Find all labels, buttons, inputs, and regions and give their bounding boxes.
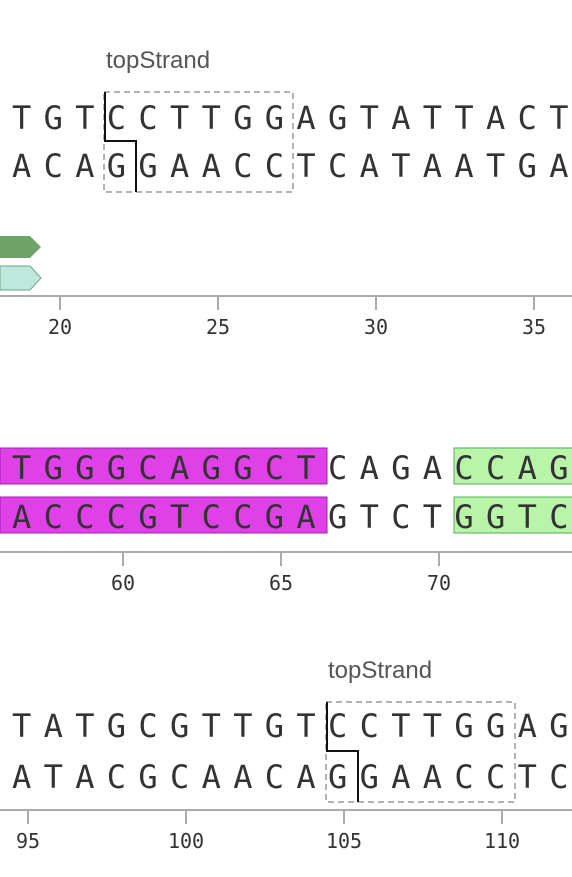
axis-tick-label: 105 [326,829,362,853]
feature-green-top[interactable] [453,447,572,485]
cut-site-marker [326,702,359,802]
sequence-row-1: topStrand TGTCCTTGGAGTATTACT ACAGGAACCTC… [0,47,572,339]
sequence-row-2: TGGGCAGGCTCAGACCAG ACCCGTCCGAGTCTGGTC 60… [0,447,572,595]
cut-site-marker [104,92,137,192]
axis-tick-label: 95 [16,829,40,853]
axis-tick-label: 100 [168,829,204,853]
cut-site-box [103,91,294,193]
axis-ticks: 60 65 70 [111,552,451,595]
axis-tick-label: 25 [206,315,230,339]
bottom-strand: ACAGGAACCTCATAATGA [12,147,568,185]
cut-site-label: topStrand [328,657,432,684]
feature-arrow-dark-green[interactable] [0,236,41,258]
axis-tick-label: 20 [48,315,72,339]
feature-green-bottom[interactable] [453,496,572,534]
top-strand: TGTCCTTGGAGTATTACT [12,99,568,137]
cut-site-box [325,701,516,803]
axis-tick-label: 30 [364,315,388,339]
feature-arrow-light-teal[interactable] [0,265,42,291]
axis-ticks: 95 100 105 110 [16,810,520,853]
feature-magenta-bottom[interactable] [0,496,328,534]
feature-magenta-top[interactable] [0,447,328,485]
bottom-strand: ATACGCAACAGGAACCTC [12,758,568,796]
axis-ticks: 20 25 30 35 [48,296,546,339]
axis-tick-label: 110 [484,829,520,853]
axis-tick-label: 60 [111,571,135,595]
axis-tick-label: 35 [522,315,546,339]
axis-tick-label: 65 [269,571,293,595]
cut-site-label: topStrand [106,47,210,74]
axis-tick-label: 70 [427,571,451,595]
top-strand: TATGCGTTGTCCTTGGAG [12,707,568,745]
sequence-row-3: topStrand TATGCGTTGTCCTTGGAG ATACGCAACAG… [0,657,572,853]
